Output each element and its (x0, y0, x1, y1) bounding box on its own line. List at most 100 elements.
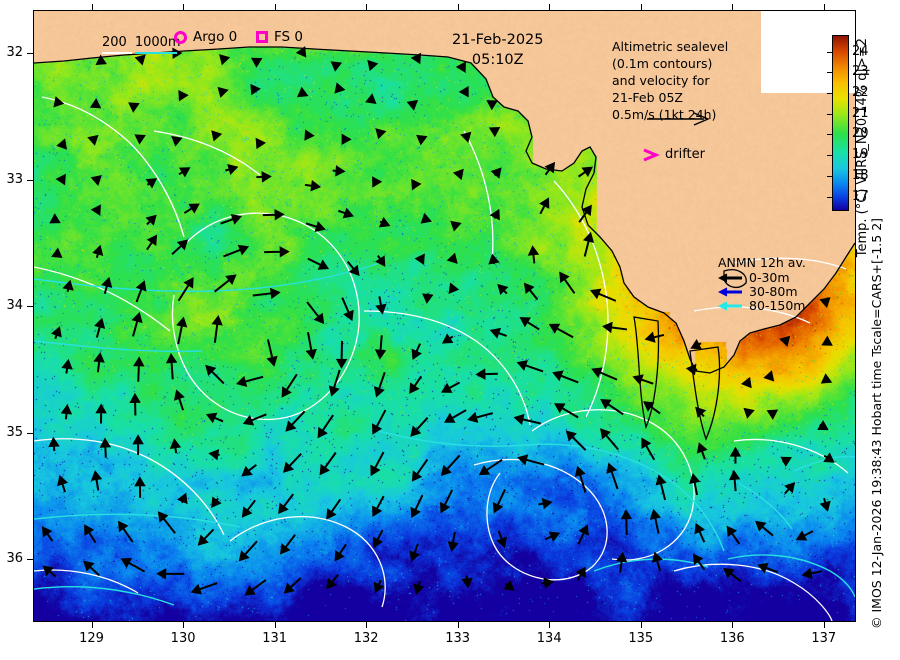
velocity-arrow (375, 255, 386, 267)
velocity-arrow (492, 488, 506, 514)
colorbar-title: Temp. (°C) VIIRS_N20 14% q|>=2 (855, 38, 870, 258)
velocity-arrow (236, 375, 264, 387)
velocity-arrow (304, 180, 322, 192)
velocity-arrow (409, 543, 421, 562)
colorbar-tick-label: 17 (852, 188, 869, 204)
x-tick-label: 129 (79, 631, 104, 646)
velocity-arrow (541, 577, 555, 589)
velocity-arrow (743, 407, 755, 419)
velocity-arrow (372, 495, 385, 517)
y-tick-label: 32 (6, 45, 23, 61)
coastline (34, 46, 855, 441)
map-frame[interactable]: 200 1000m Argo 0 FS 0 21-Feb-2025 05:10Z… (33, 10, 856, 622)
velocity-arrow (57, 474, 69, 493)
velocity-arrow (285, 410, 306, 432)
velocity-arrow (250, 57, 263, 68)
velocity-arrow (278, 493, 294, 515)
colorbar-tick-label: 19 (852, 147, 869, 163)
velocity-arrow (264, 246, 290, 258)
velocity-arrow (577, 524, 589, 545)
velocity-arrow (373, 372, 386, 398)
velocity-arrow (600, 428, 619, 451)
x-tick-top (640, 4, 642, 10)
anmn-arrow-80-150m-icon (718, 301, 742, 311)
colorbar[interactable] (832, 35, 849, 211)
velocity-arrow (372, 529, 384, 549)
velocity-arrow (255, 137, 267, 150)
velocity-arrows (41, 46, 835, 596)
colorbar-tick-label: 24 (852, 43, 869, 59)
x-tick-top (457, 4, 459, 10)
map-overlays (34, 46, 855, 621)
velocity-arrow (821, 335, 833, 346)
x-tick (823, 622, 825, 628)
velocity-arrow (422, 293, 434, 304)
spencer-gulf (689, 346, 721, 441)
velocity-arrow (819, 297, 831, 309)
velocity-arrow (134, 476, 146, 498)
velocity-arrow (554, 403, 579, 419)
velocity-arrow (565, 430, 587, 451)
velocity-arrow (305, 221, 326, 233)
velocity-arrow (651, 551, 663, 572)
sst-raster (34, 11, 855, 621)
velocity-arrow (281, 373, 298, 398)
velocity-arrow (134, 134, 146, 145)
velocity-arrow (92, 244, 104, 259)
sealevel-contour-6 (229, 516, 386, 608)
drifter-label: drifter (665, 147, 705, 162)
velocity-arrow (90, 204, 101, 216)
velocity-arrow (475, 368, 498, 380)
velocity-arrow (685, 363, 698, 376)
velocity-arrow (87, 134, 99, 146)
velocity-arrow (490, 167, 502, 179)
colorbar-tick-label: 22 (852, 84, 869, 100)
velocity-arrow (99, 437, 112, 458)
drifter-legend: drifter (642, 147, 705, 162)
velocity-arrow (411, 178, 422, 191)
x-tick-label: 133 (445, 631, 471, 646)
velocity-arrow (304, 129, 315, 141)
velocity-arrow (145, 178, 158, 189)
velocity-arrow (213, 274, 237, 293)
velocity-arrow (539, 197, 550, 215)
velocity-arrow (548, 323, 574, 339)
anmn-title: ANMN 12h av. (718, 255, 806, 270)
velocity-arrow (503, 580, 515, 591)
velocity-arrow (94, 317, 106, 338)
x-tick-top (91, 4, 93, 10)
velocity-arrow (516, 360, 544, 373)
velocity-arrow (496, 530, 507, 548)
velocity-arrow (489, 327, 507, 339)
velocity-arrow (447, 531, 459, 552)
velocity-arrow (338, 207, 355, 219)
velocity-arrow (817, 420, 829, 431)
y-tick (27, 432, 33, 434)
velocity-arrow (367, 59, 379, 72)
velocity-arrow (129, 392, 141, 416)
y-tick (27, 306, 33, 308)
velocity-arrow (61, 358, 73, 374)
velocity-arrow (95, 403, 107, 424)
x-tick-top (274, 4, 276, 10)
velocity-arrow (823, 452, 835, 463)
velocity-arrow (410, 494, 424, 519)
velocity-arrow (176, 316, 188, 345)
velocity-arrow (334, 543, 347, 562)
colorbar-tick (827, 196, 832, 198)
depth-200-swatch (102, 52, 132, 54)
velocity-arrow (177, 492, 188, 505)
velocity-arrow (370, 451, 385, 477)
x-tick-top (549, 4, 551, 10)
velocity-arrow (559, 271, 576, 294)
colorbar-tick-label: 18 (852, 167, 869, 183)
velocity-scale-arrow-icon (647, 112, 710, 126)
velocity-arrow (83, 560, 100, 577)
velocity-arrow (726, 525, 741, 545)
velocity-arrow (696, 442, 708, 460)
velocity-arrow (283, 452, 302, 473)
sealevel-contour-11 (553, 180, 609, 418)
anmn-label: 30-80m (749, 283, 798, 299)
velocity-arrow (591, 367, 618, 381)
